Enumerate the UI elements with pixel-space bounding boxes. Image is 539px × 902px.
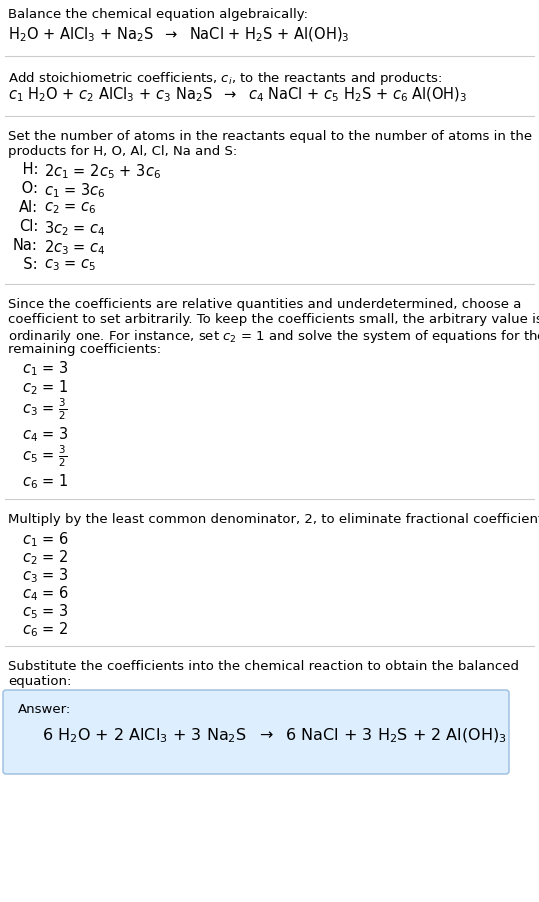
Text: ordinarily one. For instance, set $c_2$ = 1 and solve the system of equations fo: ordinarily one. For instance, set $c_2$ … — [8, 328, 539, 345]
Text: Add stoichiometric coefficients, $c_i$, to the reactants and products:: Add stoichiometric coefficients, $c_i$, … — [8, 70, 442, 87]
Text: O:: O: — [17, 181, 38, 196]
Text: H$_2$O + AlCl$_3$ + Na$_2$S  $\rightarrow$  NaCl + H$_2$S + Al(OH)$_3$: H$_2$O + AlCl$_3$ + Na$_2$S $\rightarrow… — [8, 26, 349, 44]
FancyBboxPatch shape — [3, 690, 509, 774]
Text: 2$c_1$ = 2$c_5$ + 3$c_6$: 2$c_1$ = 2$c_5$ + 3$c_6$ — [44, 162, 161, 180]
Text: $c_3$ = 3: $c_3$ = 3 — [22, 566, 68, 584]
Text: $c_2$ = $c_6$: $c_2$ = $c_6$ — [44, 200, 96, 216]
Text: $c_4$ = 3: $c_4$ = 3 — [22, 425, 68, 444]
Text: coefficient to set arbitrarily. To keep the coefficients small, the arbitrary va: coefficient to set arbitrarily. To keep … — [8, 313, 539, 326]
Text: $c_1$ = 3$c_6$: $c_1$ = 3$c_6$ — [44, 181, 106, 199]
Text: Na:: Na: — [13, 238, 38, 253]
Text: $c_1$ H$_2$O + $c_2$ AlCl$_3$ + $c_3$ Na$_2$S  $\rightarrow$  $c_4$ NaCl + $c_5$: $c_1$ H$_2$O + $c_2$ AlCl$_3$ + $c_3$ Na… — [8, 86, 467, 105]
Text: Multiply by the least common denominator, 2, to eliminate fractional coefficient: Multiply by the least common denominator… — [8, 513, 539, 526]
Text: $c_3$ = $c_5$: $c_3$ = $c_5$ — [44, 257, 96, 272]
Text: H:: H: — [17, 162, 38, 177]
Text: $c_5$ = $\frac{3}{2}$: $c_5$ = $\frac{3}{2}$ — [22, 444, 67, 469]
Text: products for H, O, Al, Cl, Na and S:: products for H, O, Al, Cl, Na and S: — [8, 145, 237, 158]
Text: 6 H$_2$O + 2 AlCl$_3$ + 3 Na$_2$S  $\rightarrow$  6 NaCl + 3 H$_2$S + 2 Al(OH)$_: 6 H$_2$O + 2 AlCl$_3$ + 3 Na$_2$S $\righ… — [42, 727, 507, 745]
Text: $c_1$ = 3: $c_1$ = 3 — [22, 359, 68, 378]
Text: remaining coefficients:: remaining coefficients: — [8, 343, 161, 356]
Text: $c_2$ = 1: $c_2$ = 1 — [22, 378, 68, 397]
Text: $c_1$ = 6: $c_1$ = 6 — [22, 530, 69, 548]
Text: Substitute the coefficients into the chemical reaction to obtain the balanced: Substitute the coefficients into the che… — [8, 660, 519, 673]
Text: 3$c_2$ = $c_4$: 3$c_2$ = $c_4$ — [44, 219, 106, 238]
Text: Cl:: Cl: — [19, 219, 38, 234]
Text: $c_3$ = $\frac{3}{2}$: $c_3$ = $\frac{3}{2}$ — [22, 397, 67, 422]
Text: Answer:: Answer: — [18, 703, 71, 716]
Text: equation:: equation: — [8, 675, 71, 688]
Text: $c_6$ = 2: $c_6$ = 2 — [22, 620, 68, 639]
Text: $c_2$ = 2: $c_2$ = 2 — [22, 548, 68, 566]
Text: Set the number of atoms in the reactants equal to the number of atoms in the: Set the number of atoms in the reactants… — [8, 130, 532, 143]
Text: S:: S: — [15, 257, 38, 272]
Text: Al:: Al: — [19, 200, 38, 215]
Text: Since the coefficients are relative quantities and underdetermined, choose a: Since the coefficients are relative quan… — [8, 298, 521, 311]
Text: 2$c_3$ = $c_4$: 2$c_3$ = $c_4$ — [44, 238, 106, 257]
Text: $c_5$ = 3: $c_5$ = 3 — [22, 602, 68, 621]
Text: Balance the chemical equation algebraically:: Balance the chemical equation algebraica… — [8, 8, 308, 21]
Text: $c_4$ = 6: $c_4$ = 6 — [22, 584, 69, 603]
Text: $c_6$ = 1: $c_6$ = 1 — [22, 472, 68, 491]
